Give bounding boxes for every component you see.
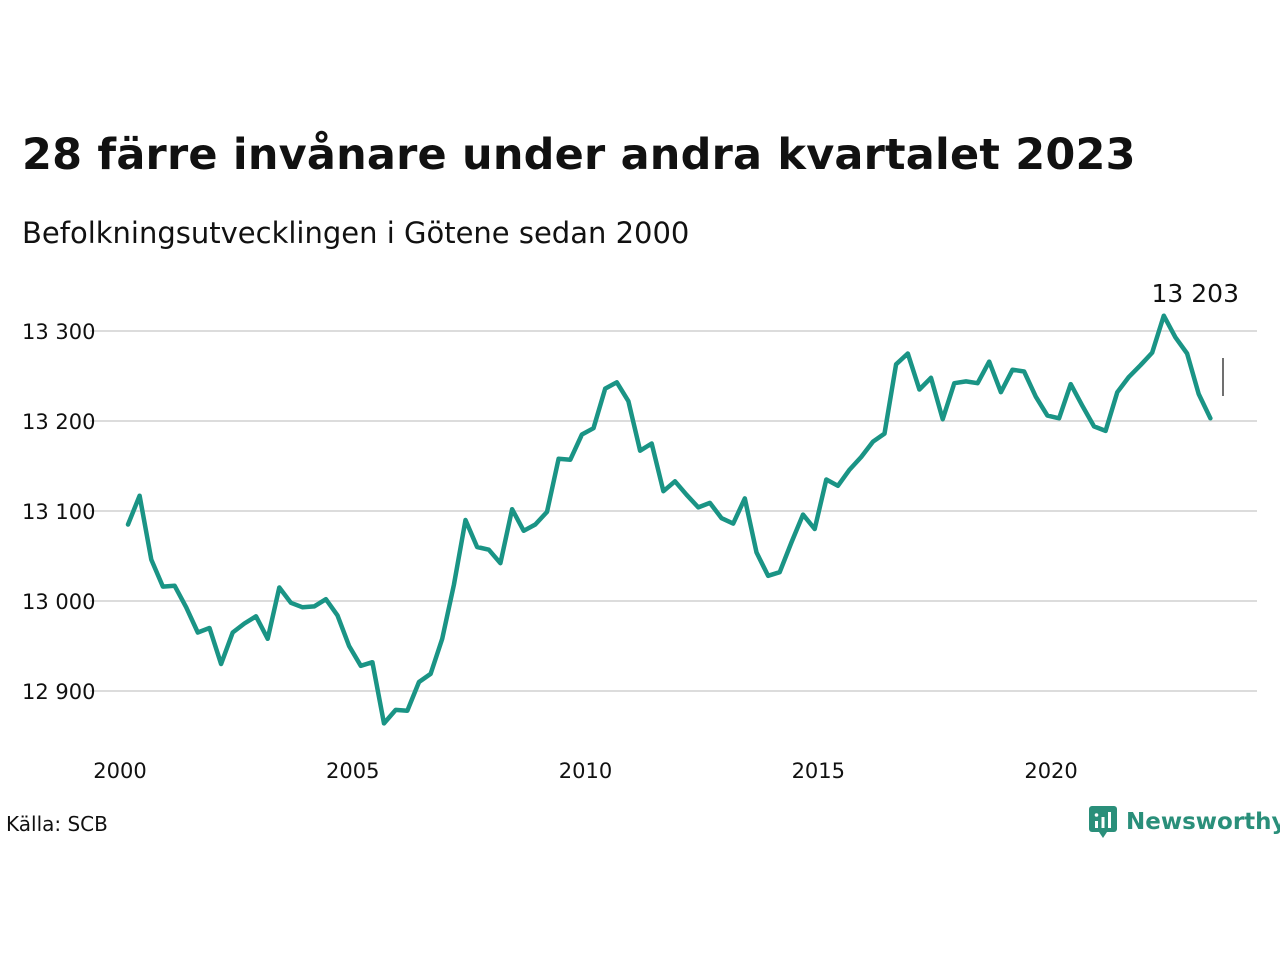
x-tick-label: 2020: [1024, 759, 1077, 783]
series-line: [125, 313, 1213, 726]
series-layer: [125, 313, 1213, 726]
x-tick-label: 2000: [93, 759, 146, 783]
chart-subtitle: Befolkningsutvecklingen i Götene sedan 2…: [22, 216, 690, 250]
brand-logo: Newsworthy: [1088, 804, 1280, 840]
chart-title: 28 färre invånare under andra kvartalet …: [22, 130, 1136, 180]
y-tick-label: 12 900: [22, 680, 95, 704]
newsworthy-logo-icon: [1089, 806, 1117, 838]
y-tick-label: 13 200: [22, 410, 95, 434]
y-tick-label: 13 100: [22, 500, 95, 524]
annotation-label: 13 203: [1152, 279, 1239, 308]
grid-lines: [90, 330, 1257, 692]
brand-name: Newsworthy: [1126, 809, 1280, 835]
y-tick-label: 13 000: [22, 590, 95, 614]
x-axis-ticks: 2000 2005 2010 2015 2020: [93, 759, 1078, 783]
x-tick-label: 2010: [559, 759, 612, 783]
y-tick-label: 13 300: [22, 320, 95, 344]
x-tick-label: 2005: [326, 759, 379, 783]
x-tick-label: 2015: [792, 759, 845, 783]
source-note: Källa: SCB: [6, 812, 108, 836]
annotation-layer: 13 203: [1152, 279, 1239, 396]
y-axis-ticks: 12 900 13 000 13 100 13 200 13 300: [22, 320, 95, 704]
